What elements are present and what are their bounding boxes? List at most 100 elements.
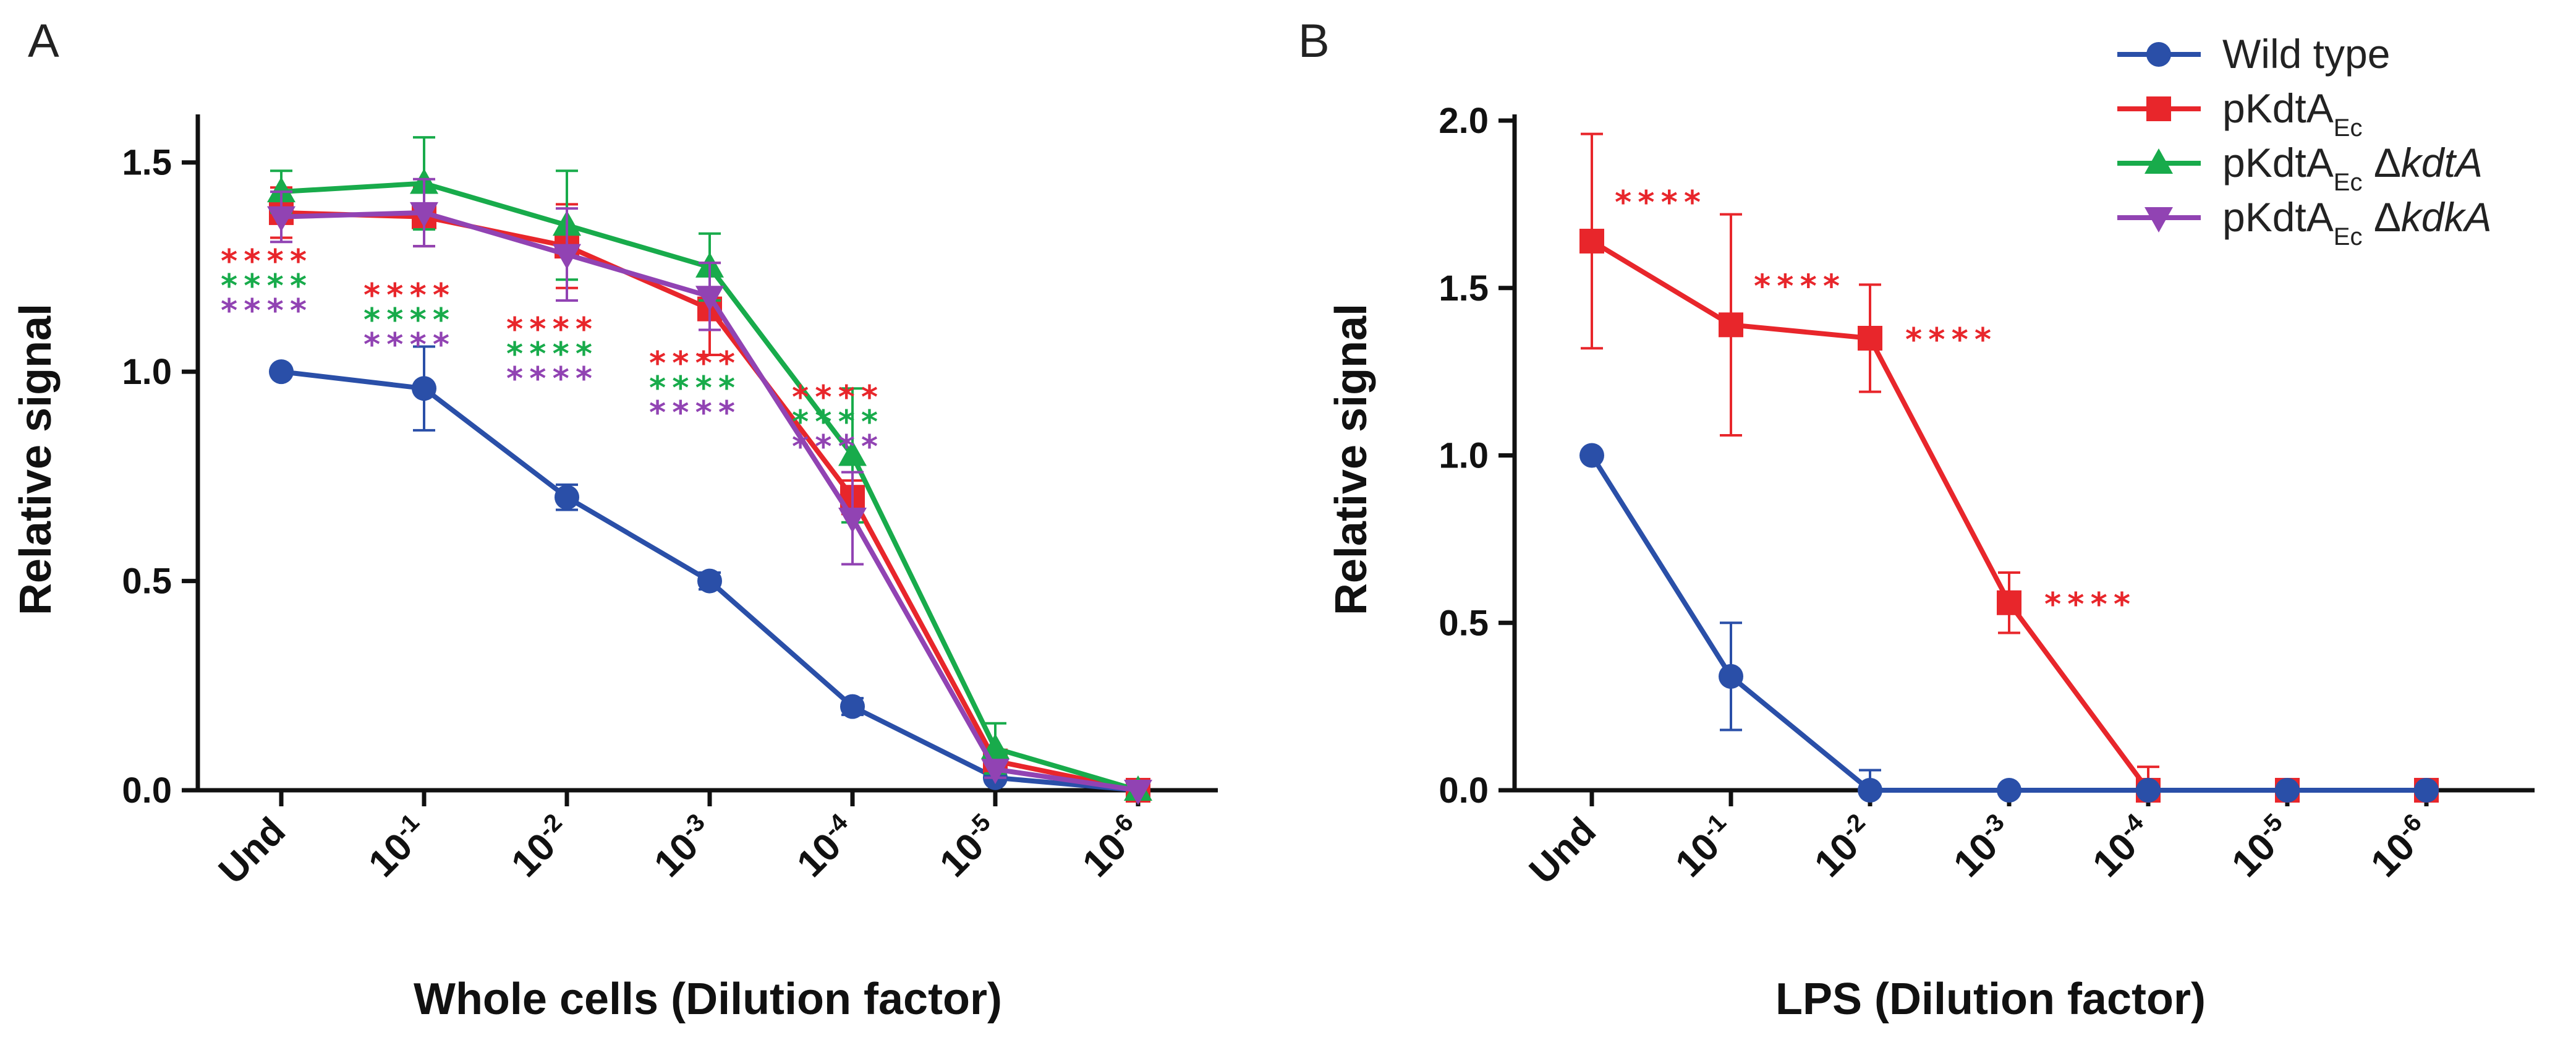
data-point — [838, 508, 867, 534]
significance-stars: **** — [505, 336, 597, 373]
significance-stars: **** — [505, 360, 597, 398]
y-tick-label: 2.0 — [1439, 101, 1489, 141]
significance-stars: **** — [219, 268, 312, 305]
significance-stars: **** — [2043, 586, 2135, 623]
x-tick-label: 10-2 — [503, 809, 579, 885]
significance-stars: **** — [1904, 322, 1996, 359]
data-point — [1997, 590, 2021, 615]
significance-annotation: ************ — [219, 243, 312, 330]
x-tick-label: 10-5 — [2223, 809, 2300, 885]
significance-stars: **** — [648, 370, 740, 407]
legend-item: pKdtAEc ΔkdtA — [2117, 140, 2483, 196]
legend-marker — [2146, 96, 2171, 121]
legend-marker — [2145, 207, 2173, 232]
x-axis-title: LPS (Dilution factor) — [1775, 975, 2206, 1024]
data-point — [1858, 778, 1882, 803]
significance-annotation: **** — [1753, 268, 1845, 305]
significance-stars: **** — [791, 429, 883, 466]
data-point — [1997, 778, 2021, 803]
panel-a-chart: A 0.0 0.5 1.0 1.5 Und 10-1 10-2 10-3 10-4 10-5 10-6… — [11, 15, 1218, 1024]
data-point — [553, 244, 581, 270]
data-point — [1579, 228, 1604, 254]
series-wild-type — [1579, 443, 2439, 803]
legend-item: Wild type — [2117, 31, 2390, 77]
legend-label: pKdtAEc ΔkdtA — [2222, 140, 2483, 196]
data-point — [1719, 663, 1743, 689]
significance-stars: **** — [791, 404, 883, 441]
data-point — [695, 286, 724, 312]
x-tick-label: 10-1 — [1667, 809, 1743, 885]
x-axis-title: Whole cells (Dilution factor) — [414, 975, 1002, 1024]
x-tick-label: 10-4 — [2084, 808, 2161, 885]
series-line — [1590, 239, 2426, 793]
y-tick-label: 1.0 — [122, 352, 172, 392]
legend-marker — [2146, 42, 2171, 67]
data-point — [840, 694, 865, 719]
data-point — [267, 177, 295, 203]
y-tick-label: 1.5 — [122, 143, 172, 183]
x-tick-label: 10-5 — [931, 809, 1008, 885]
data-point — [838, 440, 867, 466]
x-tick-label: 10-6 — [2362, 809, 2439, 885]
y-axis-title: Relative signal — [11, 304, 61, 615]
significance-annotation: **** — [1904, 322, 1996, 359]
legend-item: pKdtAEc ΔkdkA — [2117, 194, 2492, 250]
significance-stars: **** — [791, 379, 883, 416]
panel-label: B — [1298, 15, 1330, 67]
significance-annotation: **** — [1613, 184, 1706, 221]
significance-stars: **** — [648, 395, 740, 432]
significance-stars: **** — [219, 243, 312, 280]
data-point — [1858, 325, 1882, 351]
y-tick-label: 0.0 — [122, 770, 172, 811]
x-tick-label: 10-6 — [1074, 809, 1150, 885]
x-tick-label: 10-4 — [788, 808, 865, 885]
y-tick-label: 1.5 — [1439, 268, 1489, 309]
significance-stars: **** — [362, 326, 454, 364]
legend-marker — [2145, 148, 2173, 174]
x-tick-label: 10-3 — [1945, 809, 2021, 885]
x-tick-label: Und — [211, 809, 294, 892]
data-point — [410, 202, 438, 228]
legend-label: Wild type — [2222, 31, 2390, 77]
x-tick-label: 10-2 — [1806, 809, 1882, 885]
data-point — [269, 359, 294, 385]
data-point — [2275, 778, 2300, 803]
data-point — [2136, 778, 2161, 803]
significance-stars: **** — [1613, 184, 1706, 221]
data-point — [1719, 312, 1743, 338]
y-tick-label: 1.0 — [1439, 436, 1489, 476]
y-tick-label: 0.5 — [122, 561, 172, 602]
significance-stars: **** — [505, 311, 597, 348]
data-point — [1579, 443, 1604, 468]
significance-annotation: ************ — [362, 277, 454, 364]
significance-annotation: ************ — [505, 311, 597, 398]
data-point — [2414, 778, 2439, 803]
x-tick-label: 10-3 — [645, 809, 722, 885]
significance-annotation: **** — [2043, 586, 2135, 623]
data-point — [412, 376, 436, 401]
legend-label: pKdtAEc — [2222, 85, 2362, 142]
data-point — [1124, 780, 1152, 805]
significance-stars: **** — [219, 292, 312, 330]
data-point — [555, 485, 579, 510]
panel-label: A — [28, 15, 59, 67]
y-tick-label: 0.5 — [1439, 603, 1489, 643]
significance-stars: **** — [1753, 268, 1845, 305]
series-pkdta-ec-kdka — [267, 177, 1152, 805]
legend-label: pKdtAEc ΔkdkA — [2222, 194, 2492, 250]
data-point — [981, 759, 1010, 785]
significance-annotation: ************ — [791, 379, 883, 466]
y-axis-title: Relative signal — [1327, 304, 1376, 615]
significance-annotation: ************ — [648, 345, 740, 432]
data-point — [267, 206, 295, 232]
data-point — [697, 568, 722, 594]
significance-stars: **** — [648, 345, 740, 382]
y-tick-label: 0.0 — [1439, 770, 1489, 811]
legend-item: pKdtAEc — [2117, 85, 2362, 142]
significance-stars: **** — [362, 277, 454, 314]
x-tick-label: Und — [1521, 809, 1604, 892]
panel-b-chart: B 0.0 0.5 1.0 1.5 2.0 Und 10-1 10-2 10-3 10-4 10-5 1… — [1298, 15, 2535, 1024]
x-tick-label: 10-1 — [360, 809, 436, 885]
